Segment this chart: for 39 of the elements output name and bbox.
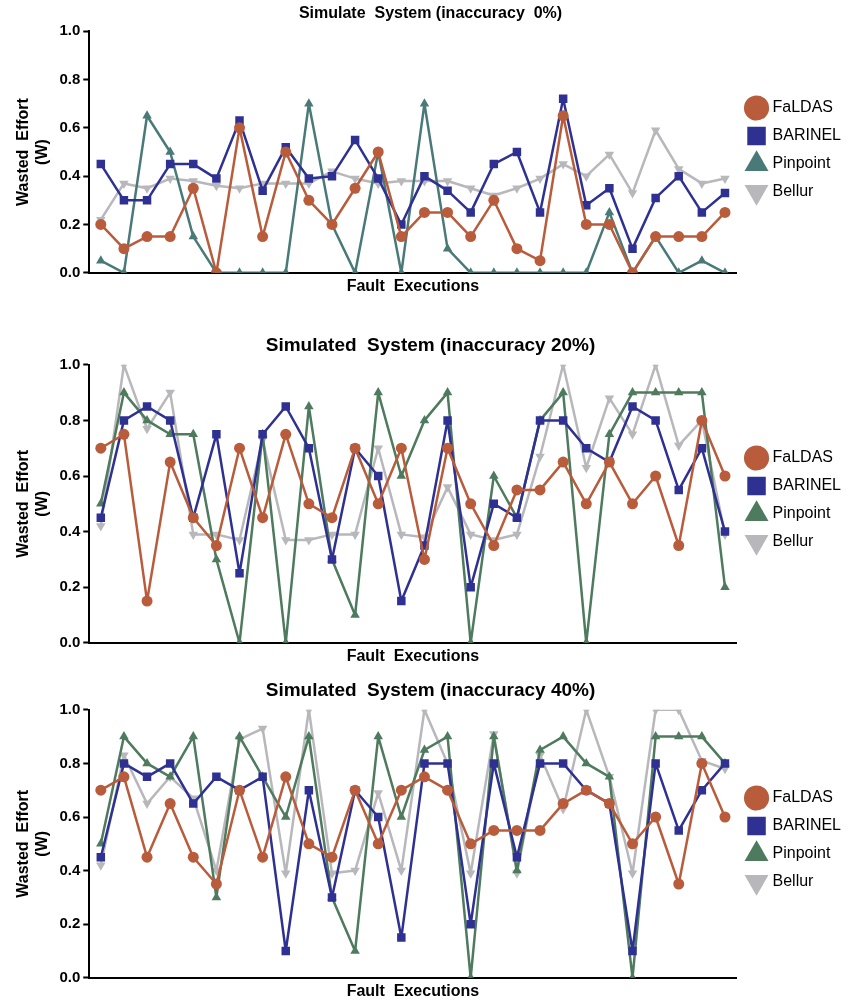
legend-label: Bellur — [772, 872, 815, 890]
y-tick-label: 1.0 — [59, 699, 81, 717]
y-axis-title: Wasted Effort (W) — [14, 449, 51, 558]
legend-label: Pinpoint — [772, 844, 831, 862]
legend-label: FaLDAS — [772, 448, 833, 466]
x-axis-title: Fault Executions — [346, 981, 480, 999]
y-axis-title: Wasted Effort (W) — [14, 789, 51, 898]
y-tick-label: 1.0 — [59, 354, 81, 372]
legend-label: BARINEL — [772, 126, 842, 144]
legend-label: Pinpoint — [772, 154, 831, 172]
y-tick-label: 0.8 — [59, 410, 81, 428]
y-tick-label: 0.4 — [59, 166, 81, 184]
y-tick-label: 0.4 — [59, 860, 81, 878]
chart-title: Simulated System (inaccuracy 20%) — [265, 333, 596, 355]
legend-label: Pinpoint — [772, 504, 831, 522]
y-tick-label: 0.6 — [59, 807, 81, 825]
chart-title: Simulate System (inaccuracy 0%) — [298, 4, 563, 22]
legend-label: BARINEL — [772, 816, 842, 834]
legend-label: Bellur — [772, 532, 815, 550]
y-tick-label: 0.6 — [59, 466, 81, 484]
x-axis-title: Fault Executions — [346, 646, 480, 664]
y-axis-title: Wasted Effort (W) — [14, 97, 51, 206]
y-tick-label: 0.2 — [59, 214, 81, 232]
y-tick-label: 0.8 — [59, 753, 81, 771]
y-tick-label: 0.2 — [59, 914, 81, 932]
y-tick-label: 0.0 — [59, 632, 81, 650]
y-tick-label: 0.8 — [59, 69, 81, 87]
y-tick-label: 0.0 — [59, 967, 81, 985]
y-tick-label: 0.6 — [59, 117, 81, 135]
x-axis-title: Fault Executions — [346, 276, 480, 294]
y-tick-label: 0.2 — [59, 577, 81, 595]
y-tick-label: 0.0 — [59, 262, 81, 280]
legend-label: FaLDAS — [772, 98, 833, 116]
chart-title: Simulated System (inaccuracy 40%) — [265, 678, 596, 700]
legend-label: FaLDAS — [772, 788, 833, 806]
legend-label: BARINEL — [772, 476, 842, 494]
y-tick-label: 1.0 — [59, 21, 81, 39]
legend-label: Bellur — [772, 182, 815, 200]
y-tick-label: 0.4 — [59, 521, 81, 539]
